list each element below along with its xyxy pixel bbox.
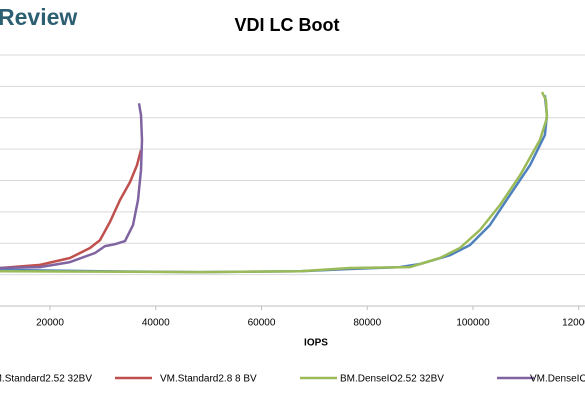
x-axis-label: IOPS [304, 338, 328, 349]
legend-label: BM.DenseIO2.52 32BV [340, 374, 444, 385]
x-tick-label: 100000 [456, 318, 490, 329]
legend-label: BM.Standard2.52 32BV [0, 374, 92, 385]
legend-label: VM.Standard2.8 8 BV [160, 374, 257, 385]
x-tick-label: 20000 [36, 318, 64, 329]
chart-title: VDI LC Boot [235, 15, 340, 35]
x-tick-label: 80000 [353, 318, 381, 329]
series-line [0, 149, 143, 270]
legend-label: VM.DenseIO2.8 8 BV [530, 374, 585, 385]
logo: Review [0, 4, 77, 30]
x-tick-label: 40000 [142, 318, 170, 329]
series-line [0, 91, 549, 274]
x-tick-label: 120000 [562, 318, 585, 329]
x-tick-label: 60000 [248, 318, 276, 329]
series-line [0, 103, 144, 270]
